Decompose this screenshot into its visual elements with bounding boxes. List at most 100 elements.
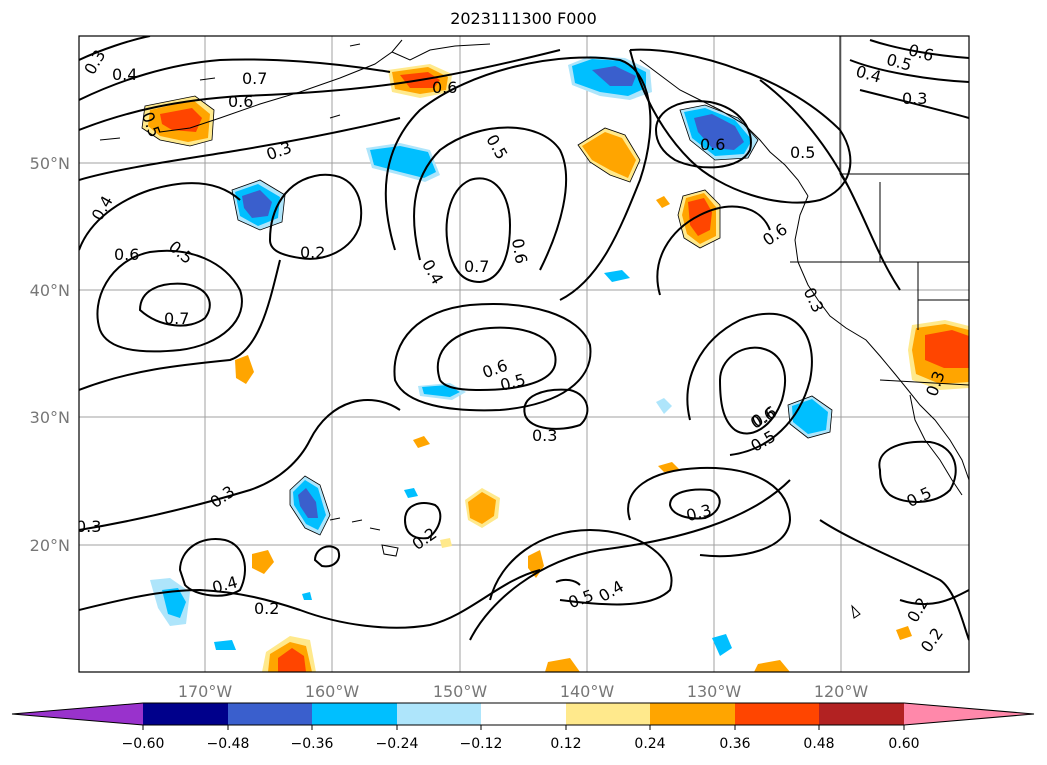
contour-line <box>437 326 557 392</box>
contour-line <box>849 59 969 83</box>
contour-line <box>686 312 813 456</box>
contour-label: 0.2 <box>254 599 279 618</box>
contour-line <box>899 589 969 606</box>
cold-anomaly-blob <box>680 105 758 160</box>
contour-label: 0.7 <box>164 309 189 328</box>
contour-line <box>819 519 969 641</box>
contour-line <box>654 100 752 169</box>
contour-label: 0.5 <box>790 143 815 162</box>
contour-line <box>384 56 652 301</box>
colorbar-extension-high <box>904 703 1034 725</box>
lon-tick-label: 150°W <box>433 682 488 701</box>
lon-tick-label: 140°W <box>560 682 615 701</box>
contour-line <box>268 173 363 260</box>
contour-line <box>445 177 512 284</box>
contour-label: 0.6 <box>228 92 253 111</box>
contour-line <box>859 89 969 119</box>
contour-line <box>878 440 957 503</box>
contour-label: 0.7 <box>464 257 489 276</box>
contour-line <box>79 58 391 101</box>
contour-line <box>79 399 401 531</box>
contour-line <box>413 126 568 271</box>
contour-label: 0.6 <box>508 237 531 265</box>
contour-label: 0.6 <box>700 135 725 154</box>
colorbar-segment <box>481 703 566 725</box>
colorbar-label: 0.36 <box>719 736 750 752</box>
colorbar-segment <box>819 703 904 725</box>
contour-line <box>79 36 151 61</box>
lat-tick-label: 40°N <box>30 281 70 300</box>
latitude-ticks: 50°N 40°N 30°N 20°N <box>30 154 70 555</box>
contour-line <box>627 466 792 558</box>
warm-anomaly-blob <box>235 355 254 384</box>
colorbar-segment <box>397 703 481 725</box>
colorbar-label: 0.12 <box>550 736 581 752</box>
contour-label: 0.3 <box>902 89 927 108</box>
warm-anomaly-blob <box>578 128 640 182</box>
contour-line <box>79 569 541 629</box>
colorbar-segment <box>735 703 819 725</box>
colorbar-ticks <box>142 725 905 730</box>
colorbar-label: −0.48 <box>207 736 250 752</box>
colorbar-label: −0.12 <box>460 736 503 752</box>
contour-line <box>313 545 340 568</box>
longitude-ticks: 170°W 160°W 150°W 140°W 130°W 120°W <box>178 682 869 701</box>
lat-tick-label: 50°N <box>30 154 70 173</box>
warm-anomaly-blob <box>465 488 500 528</box>
contour-line <box>656 205 771 296</box>
colorbar-extension-low <box>12 703 143 725</box>
lon-tick-label: 160°W <box>305 682 360 701</box>
contour-line <box>138 282 211 327</box>
contour-line <box>178 538 246 597</box>
map-title: 2023111300 F000 <box>450 9 597 28</box>
colorbar-label: 0.24 <box>634 736 665 752</box>
contour-line <box>489 528 673 606</box>
contour-line <box>523 388 589 430</box>
colorbar-label: −0.60 <box>122 736 165 752</box>
contour-lines <box>79 36 969 641</box>
warm-anomaly-blob <box>545 658 580 672</box>
contour-line <box>96 249 243 353</box>
colorbar-label: 0.60 <box>888 736 919 752</box>
contour-label: 0.7 <box>242 69 267 88</box>
contour-line <box>403 502 442 540</box>
colorbar-label: −0.24 <box>376 736 419 752</box>
contour-label: 0.6 <box>114 245 139 264</box>
coastlines <box>99 36 969 619</box>
lat-tick-label: 20°N <box>30 536 70 555</box>
contour-line <box>79 182 241 251</box>
contour-line <box>393 303 592 412</box>
contour-label: 0.3 <box>76 517 101 536</box>
lon-tick-label: 170°W <box>178 682 233 701</box>
plot-frame <box>78 35 970 673</box>
contour-line <box>759 79 901 291</box>
lat-tick-label: 30°N <box>30 408 70 427</box>
contour-line <box>79 49 561 131</box>
contour-line <box>668 488 721 520</box>
lon-tick-label: 130°W <box>687 682 742 701</box>
contour-line <box>718 346 786 435</box>
shading-outlines <box>141 95 833 536</box>
contour-line <box>555 578 581 586</box>
warm-anomaly-blob <box>413 196 912 640</box>
contour-line <box>469 479 791 641</box>
colorbar-segment <box>312 703 397 725</box>
colorbar: −0.60 −0.48 −0.36 −0.24 −0.12 0.12 0.24 … <box>11 702 1035 752</box>
contour-label: 0.6 <box>432 78 457 97</box>
cold-anomaly-blob <box>214 270 732 656</box>
warm-anomaly-blob <box>678 190 720 248</box>
colorbar-segment <box>650 703 735 725</box>
contour-line <box>79 117 401 181</box>
contour-line <box>79 259 281 391</box>
cold-anomaly-blob <box>232 180 285 230</box>
contour-label: 0.3 <box>532 426 557 445</box>
colorbar-label: −0.36 <box>291 736 334 752</box>
colorbar-segment <box>228 703 312 725</box>
colorbar-label: 0.48 <box>803 736 834 752</box>
lon-tick-label: 120°W <box>814 682 869 701</box>
warm-anomaly-blob <box>908 320 969 390</box>
colorbar-segment <box>143 703 228 725</box>
contour-line <box>869 39 969 59</box>
colorbar-segment <box>566 703 650 725</box>
